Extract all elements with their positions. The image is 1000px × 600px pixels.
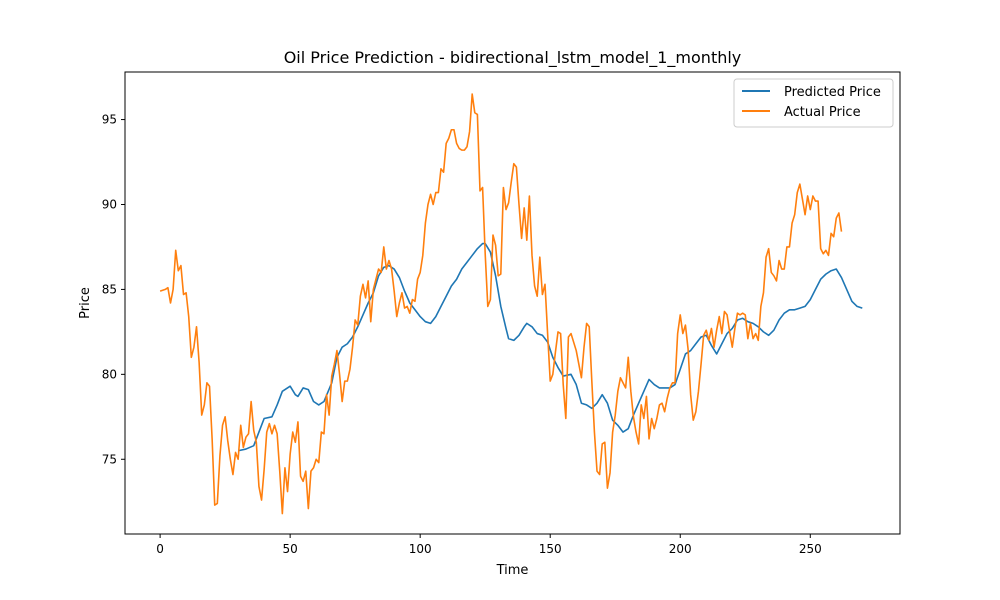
- x-tick-label: 200: [669, 542, 692, 556]
- y-tick-label: 90: [102, 197, 117, 211]
- legend-label-actual: Actual Price: [784, 105, 861, 120]
- y-axis: 75 80 85 90 95: [102, 113, 125, 466]
- legend-box: [733, 78, 894, 128]
- legend-label-predicted: Predicted Price: [784, 85, 881, 100]
- legend: Predicted Price Actual Price: [733, 78, 894, 128]
- x-tick-label: 150: [539, 542, 562, 556]
- y-tick-label: 95: [102, 113, 117, 127]
- x-axis: 0 50 100 150 200 250: [156, 534, 822, 556]
- y-tick-label: 75: [102, 452, 117, 466]
- x-tick-label: 100: [409, 542, 432, 556]
- y-tick-label: 85: [102, 282, 117, 296]
- x-tick-label: 50: [283, 542, 298, 556]
- chart-title: Oil Price Prediction - bidirectional_lst…: [284, 48, 742, 68]
- y-tick-label: 80: [102, 367, 117, 381]
- predicted-price-line: [237, 242, 863, 452]
- actual-price-line: [159, 93, 843, 515]
- plot-frame: [124, 71, 901, 535]
- x-tick-label: 0: [156, 542, 164, 556]
- series-layer: [159, 93, 863, 515]
- y-axis-label: Price: [78, 287, 93, 319]
- x-tick-label: 250: [799, 542, 822, 556]
- x-axis-label: Time: [496, 563, 529, 578]
